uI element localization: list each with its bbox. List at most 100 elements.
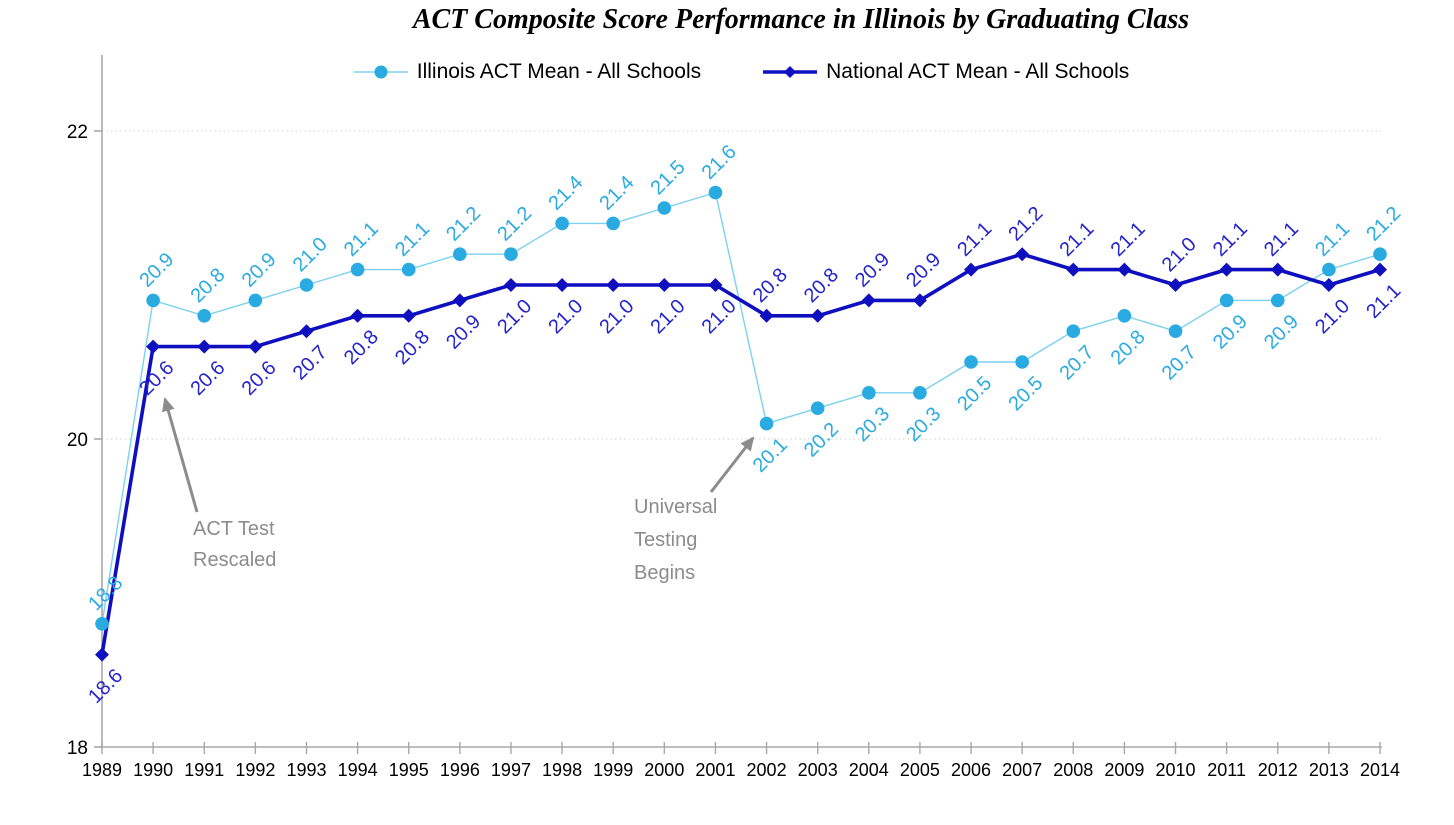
annotation-line: Begins — [634, 562, 696, 584]
data-label: 20.8 — [186, 264, 229, 307]
illinois-data-point-marker — [1168, 324, 1183, 339]
data-label: 21.5 — [647, 156, 690, 199]
illinois-data-point-marker — [1219, 293, 1234, 308]
x-tick-label: 1990 — [133, 760, 173, 780]
illinois-data-point-marker — [810, 401, 825, 416]
x-tick-label: 2011 — [1207, 760, 1246, 780]
national-series-line — [100, 252, 1381, 655]
legend-item-illinois: Illinois ACT Mean - All Schools — [353, 60, 702, 84]
illinois-data-point-marker — [759, 416, 774, 431]
data-label: 20.7 — [1055, 341, 1098, 384]
x-tick-label: 2004 — [849, 760, 889, 780]
data-label: 21.0 — [289, 233, 332, 276]
data-label: 21.1 — [340, 218, 383, 261]
data-label: 18.8 — [84, 572, 127, 615]
annotation-line: ACT Test — [193, 518, 275, 540]
x-tick-label: 2009 — [1104, 760, 1144, 780]
illinois-data-point-marker — [862, 386, 876, 400]
x-tick-label: 2007 — [1002, 760, 1042, 780]
data-label: 20.9 — [1260, 311, 1303, 354]
national-data-point-marker — [657, 278, 672, 292]
data-label: 21.0 — [1311, 295, 1354, 338]
data-label: 21.0 — [698, 295, 741, 338]
illinois-data-point-marker — [248, 293, 263, 308]
x-tick-label: 2008 — [1053, 760, 1093, 780]
national-data-point-marker — [1219, 262, 1234, 277]
x-tick-label: 2006 — [951, 760, 991, 780]
data-label: 20.9 — [851, 249, 894, 292]
national-data-point-marker — [759, 308, 774, 323]
legend-label-illinois: Illinois ACT Mean - All Schools — [416, 60, 702, 83]
data-label: 20.8 — [340, 326, 383, 369]
data-label: 20.6 — [135, 357, 178, 400]
data-label: 20.6 — [238, 357, 281, 400]
data-label: 21.1 — [953, 218, 996, 261]
x-tick-label: 1994 — [338, 760, 378, 780]
data-label: 21.0 — [1158, 233, 1201, 276]
data-label: 21.4 — [544, 172, 587, 215]
data-label: 20.8 — [749, 264, 792, 307]
data-label: 21.0 — [647, 295, 690, 338]
national-data-point-marker — [1015, 247, 1030, 262]
illinois-data-point-marker — [1270, 293, 1285, 308]
illinois-data-point-marker — [197, 309, 212, 323]
national-data-point-marker — [350, 308, 365, 323]
national-data-point-marker — [299, 324, 314, 339]
national-data-point-marker — [248, 339, 263, 354]
data-label: 20.9 — [135, 249, 178, 292]
national-data-point-marker — [810, 308, 825, 323]
illinois-data-point-marker — [401, 262, 416, 277]
illinois-data-point-marker — [299, 278, 314, 292]
illinois-data-point-marker — [1373, 247, 1387, 261]
national-data-point-marker — [1066, 262, 1081, 277]
annotation-universal-testing-begins: Universal Testing Begins — [634, 491, 717, 590]
x-tick-label: 1998 — [542, 760, 582, 780]
x-tick-label: 2003 — [798, 760, 838, 780]
data-label: 21.2 — [493, 202, 536, 245]
national-data-point-marker — [503, 278, 518, 292]
data-label: 20.3 — [902, 403, 945, 446]
data-label: 20.9 — [442, 311, 485, 354]
data-label: 21.4 — [595, 172, 638, 215]
x-tick-label: 2000 — [644, 760, 684, 780]
x-tick-label: 2010 — [1155, 760, 1195, 780]
illinois-data-point-marker — [555, 216, 569, 231]
data-label: 21.6 — [698, 141, 741, 184]
x-tick-label: 1995 — [389, 760, 429, 780]
national-data-point-marker — [912, 293, 927, 308]
illinois-data-point-marker — [1066, 324, 1081, 339]
national-data-point-marker — [606, 278, 621, 292]
national-data-point-marker — [708, 278, 723, 292]
data-label: 20.8 — [1107, 326, 1150, 369]
legend-label-national: National ACT Mean - All Schools — [826, 60, 1130, 83]
data-label: 21.1 — [1260, 218, 1303, 261]
data-label: 21.1 — [1107, 218, 1150, 261]
chart-legend: Illinois ACT Mean - All Schools National… — [102, 56, 1381, 88]
data-label: 20.3 — [851, 403, 894, 446]
national-data-point-marker — [1321, 278, 1336, 292]
data-label: 21.0 — [493, 295, 536, 338]
data-label: 21.1 — [1311, 218, 1354, 261]
annotation-arrow-universal — [709, 436, 755, 493]
x-tick-label: 1989 — [82, 760, 122, 780]
national-data-point-marker — [555, 278, 570, 292]
x-tick-label: 2012 — [1258, 760, 1298, 780]
data-label: 21.0 — [595, 295, 638, 338]
legend-item-national: National ACT Mean - All Schools — [763, 60, 1129, 84]
national-data-point-marker — [1117, 262, 1132, 277]
annotation-line: Rescaled — [193, 549, 277, 571]
y-tick-label: 18 — [67, 738, 88, 759]
data-label: 18.6 — [84, 665, 127, 708]
illinois-data-point-marker — [453, 247, 467, 261]
data-label: 20.7 — [289, 341, 332, 384]
national-data-point-marker — [452, 293, 467, 308]
data-label: 20.2 — [800, 418, 843, 461]
data-label: 20.6 — [186, 357, 229, 400]
national-data-point-marker — [1168, 278, 1183, 292]
illinois-data-point-marker — [708, 185, 723, 200]
data-label: 20.9 — [902, 249, 945, 292]
annotation-line: Universal — [634, 496, 718, 518]
illinois-data-point-marker — [1015, 355, 1029, 369]
